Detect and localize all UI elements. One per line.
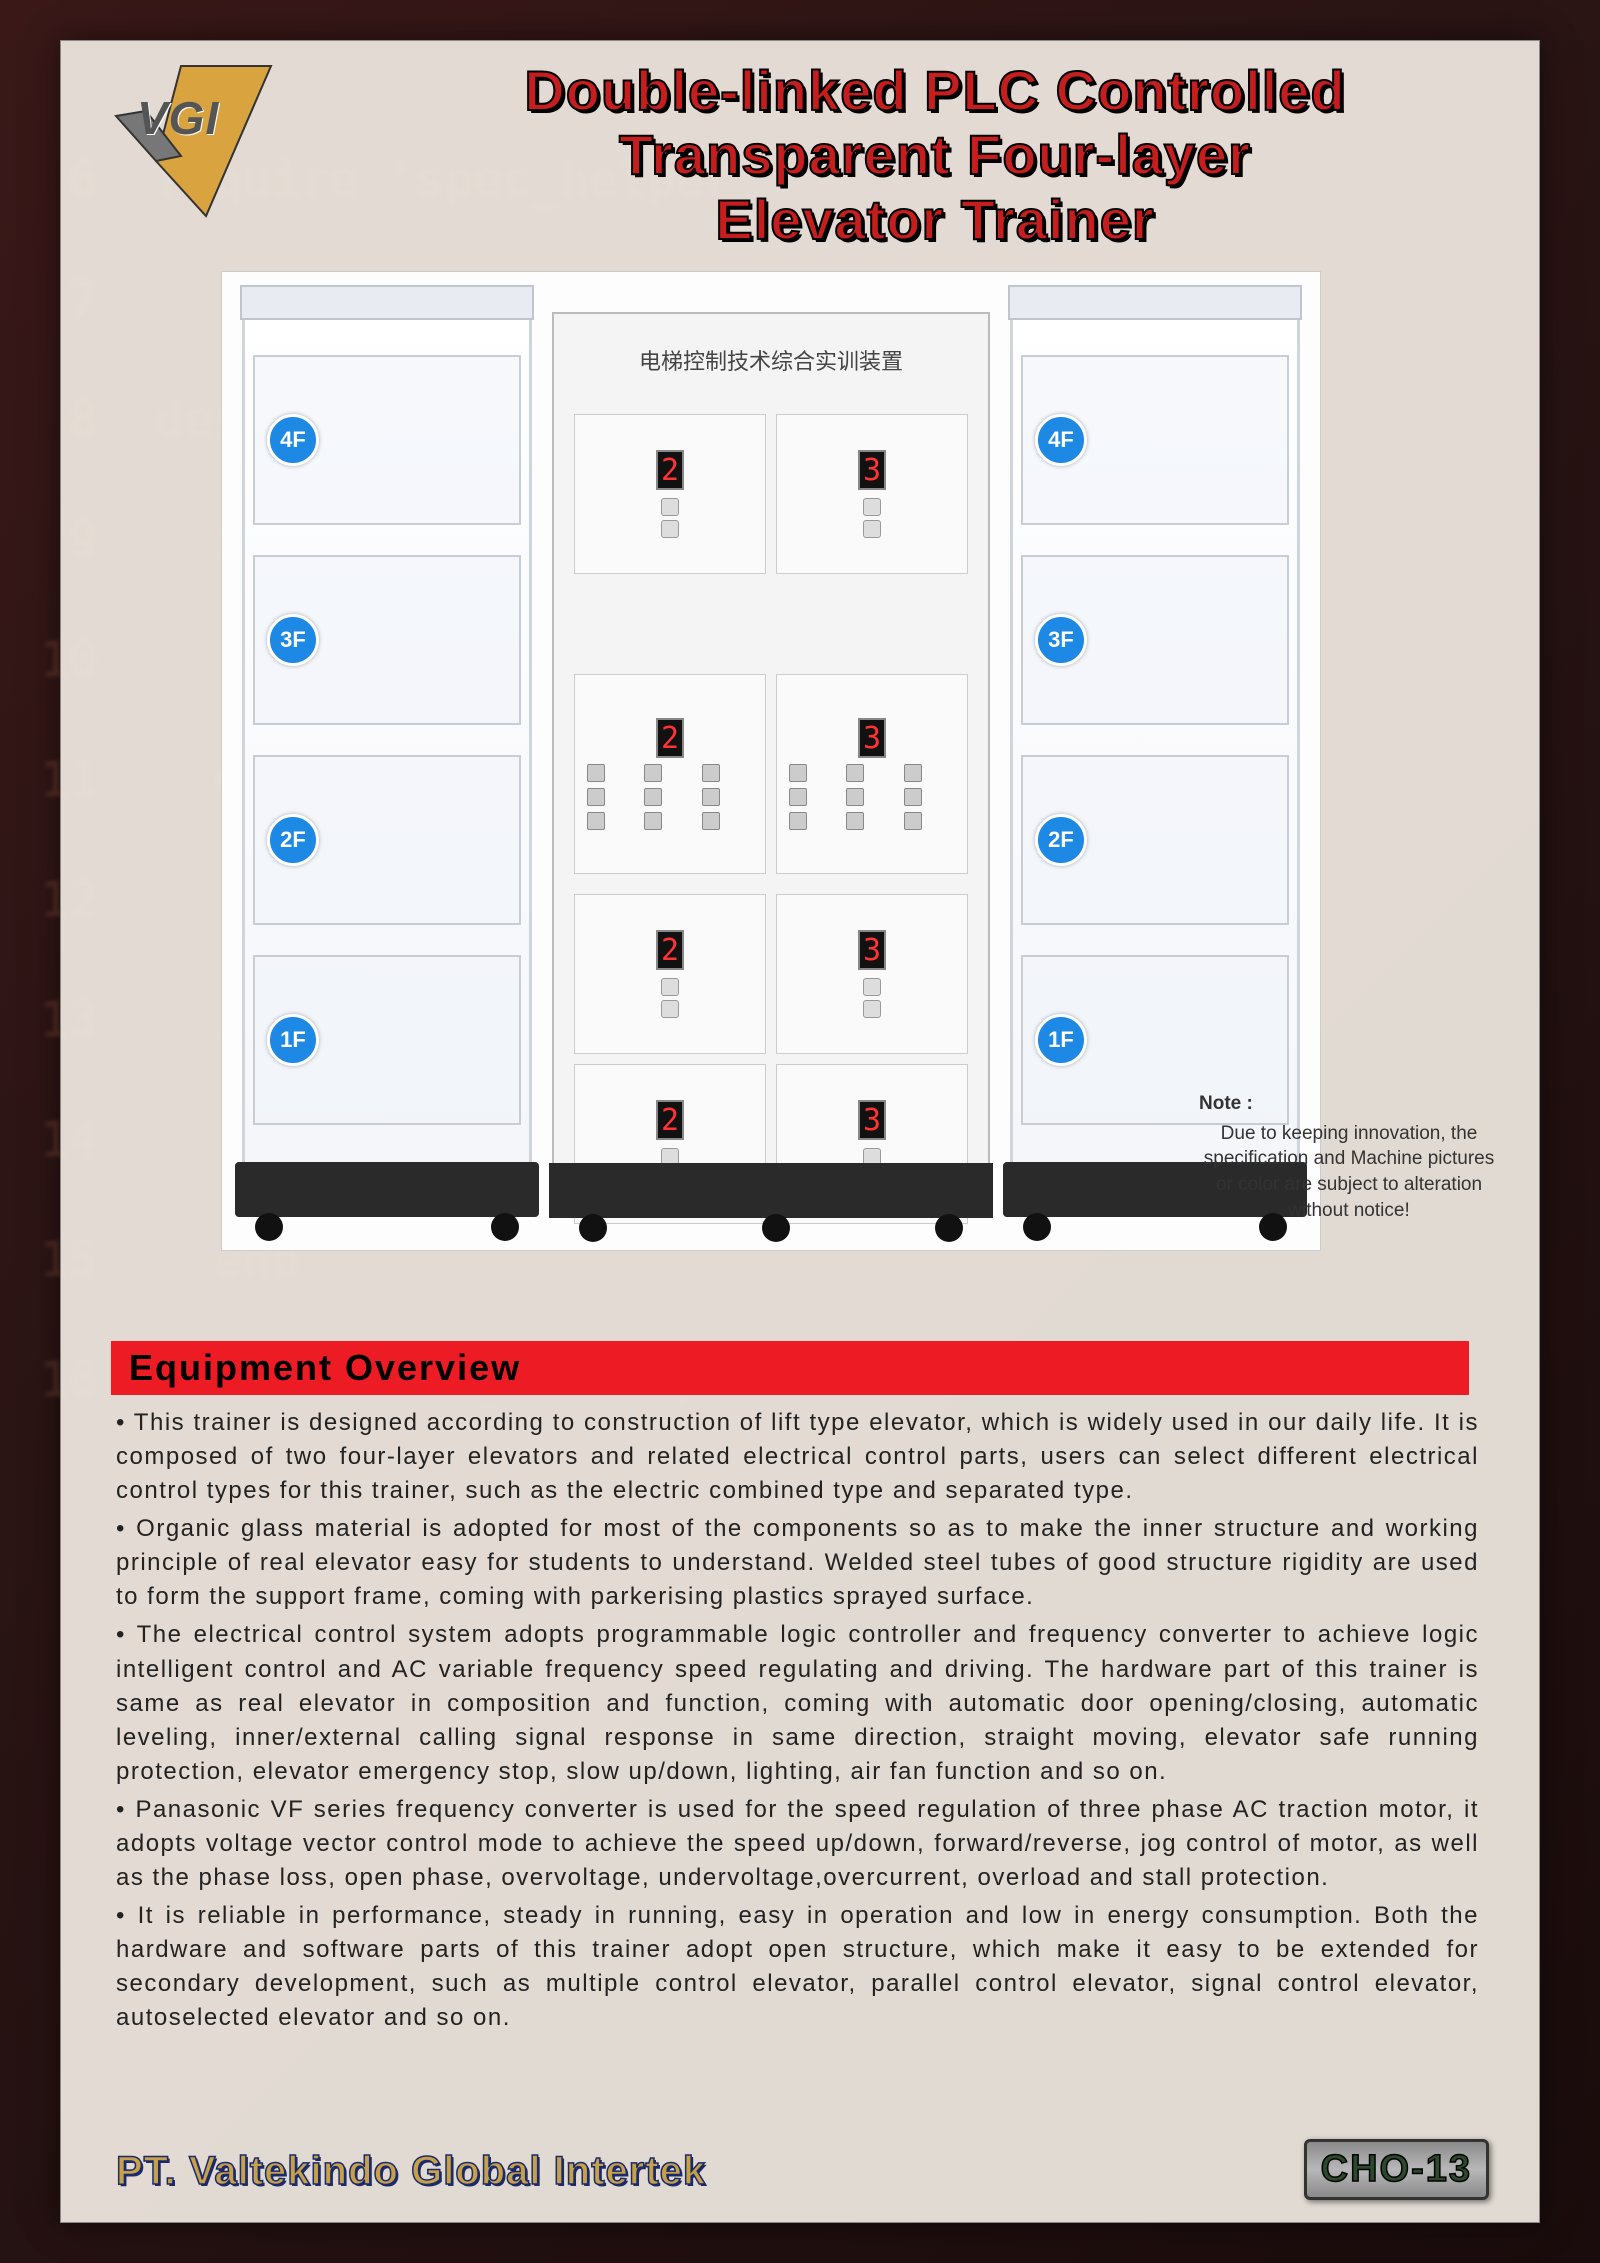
seg-display: 2: [656, 450, 684, 490]
panel-right: 3: [776, 894, 968, 1054]
control-grid-left: 2: [574, 674, 766, 874]
caster-icon: [579, 1214, 607, 1242]
seg-display: 3: [858, 718, 886, 758]
footer-product-code: CHO-13: [1304, 2139, 1489, 2200]
seg-display: 2: [656, 930, 684, 970]
panel-right: 3: [776, 414, 968, 574]
elevator-tower-left: 4F 3F 2F 1F: [242, 312, 532, 1180]
floor-badge: 4F: [1035, 414, 1087, 466]
panel-row-4: 2 3: [574, 414, 968, 574]
control-grid-right: 3: [776, 674, 968, 874]
product-image: 4F 3F 2F 1F 电梯控制技术综合实训装置 2 3: [221, 271, 1321, 1251]
caster-icon: [762, 1214, 790, 1242]
seg-display: 2: [656, 1100, 684, 1140]
section-heading-text: Equipment Overview: [129, 1347, 521, 1389]
floor-badge: 2F: [1035, 814, 1087, 866]
cabinet-base: [549, 1163, 993, 1218]
seg-display: 3: [858, 450, 886, 490]
section-heading-bar: Equipment Overview: [111, 1341, 1469, 1395]
floor-4f: 4F: [253, 355, 521, 525]
brand-logo: VGI: [91, 61, 291, 221]
tower-roof: [240, 285, 534, 320]
panel-left: 2: [574, 894, 766, 1054]
overview-bullet: • This trainer is designed according to …: [116, 1406, 1479, 1508]
title-line-3: Elevator Trainer: [371, 188, 1499, 252]
floor-badge: 1F: [1035, 1014, 1087, 1066]
datasheet-page: VGI Double-linked PLC Controlled Transpa…: [60, 40, 1540, 2223]
floor-badge: 4F: [267, 414, 319, 466]
cabinet-title-cn: 电梯控制技术综合实训装置: [554, 344, 988, 376]
caster-icon: [491, 1213, 519, 1241]
overview-bullet: • Panasonic VF series frequency converte…: [116, 1793, 1479, 1895]
tower-base: [235, 1162, 539, 1217]
note-body: Due to keeping innovation, the specifica…: [1199, 1121, 1499, 1224]
note-box: Note : Due to keeping innovation, the sp…: [1199, 1091, 1499, 1223]
floor-3f: 3F: [253, 555, 521, 725]
floor-badge: 3F: [267, 614, 319, 666]
floor-1f: 1F: [253, 955, 521, 1125]
panel-row-2: 2 3: [574, 894, 968, 1054]
caster-icon: [1023, 1213, 1051, 1241]
caster-icon: [935, 1214, 963, 1242]
seg-display: 3: [858, 1100, 886, 1140]
page-title: Double-linked PLC Controlled Transparent…: [371, 59, 1499, 252]
tower-roof: [1008, 285, 1302, 320]
floor-badge: 3F: [1035, 614, 1087, 666]
control-cabinet: 电梯控制技术综合实训装置 2 3 2 3: [552, 312, 990, 1180]
footer-company-name: PT. Valtekindo Global Intertek: [116, 2149, 706, 2194]
floor-badge: 1F: [267, 1014, 319, 1066]
call-buttons: [661, 498, 679, 538]
floor-2f: 2F: [253, 755, 521, 925]
call-buttons: [863, 978, 881, 1018]
floor-4f: 4F: [1021, 355, 1289, 525]
seg-display: 3: [858, 930, 886, 970]
overview-bullet: • Organic glass material is adopted for …: [116, 1512, 1479, 1614]
overview-bullet: • It is reliable in performance, steady …: [116, 1899, 1479, 2035]
call-buttons: [863, 498, 881, 538]
caster-icon: [255, 1213, 283, 1241]
title-line-1: Double-linked PLC Controlled: [371, 59, 1499, 123]
main-control-panel: 2 3: [574, 674, 968, 874]
panel-left: 2: [574, 414, 766, 574]
floor-3f: 3F: [1021, 555, 1289, 725]
brand-logo-text: VGI: [137, 91, 219, 145]
floor-badge: 2F: [267, 814, 319, 866]
floor-2f: 2F: [1021, 755, 1289, 925]
note-title: Note :: [1199, 1091, 1499, 1117]
call-buttons: [661, 978, 679, 1018]
title-line-2: Transparent Four-layer: [371, 123, 1499, 187]
elevator-tower-right: 4F 3F 2F 1F: [1010, 312, 1300, 1180]
overview-bullet: • The electrical control system adopts p…: [116, 1618, 1479, 1788]
seg-display: 2: [656, 718, 684, 758]
equipment-overview-text: • This trainer is designed according to …: [116, 1406, 1479, 2039]
